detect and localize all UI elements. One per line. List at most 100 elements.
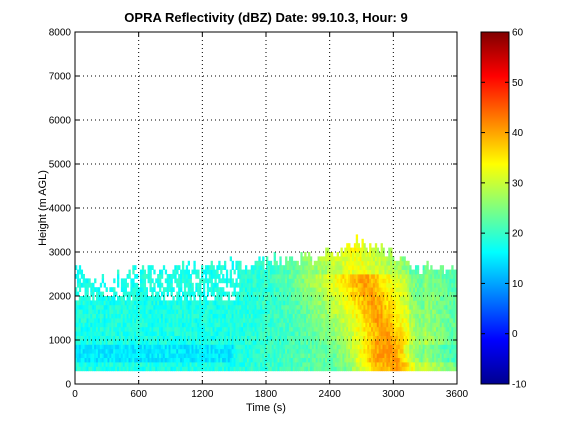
heatmap-cell-1477: [210, 269, 213, 275]
heatmap-cell-1329: [199, 362, 202, 367]
heatmap-cell-417: [115, 322, 118, 328]
heatmap-cell-732: [143, 291, 147, 297]
heatmap-cell-39: [76, 274, 80, 279]
heatmap-cell-1200: [185, 265, 189, 270]
heatmap-cell-1132: [180, 269, 183, 275]
heatmap-cell-4597: [447, 296, 450, 301]
heatmap-cell-3649: [374, 309, 378, 314]
heatmap-cell-2129: [266, 322, 269, 328]
heatmap-cell-691: [141, 366, 145, 372]
heatmap-cell-1152: [181, 269, 185, 275]
heatmap-cell-912: [160, 335, 164, 341]
heatmap-cell-3493: [363, 252, 366, 257]
heatmap-cell-3320: [353, 366, 357, 372]
heatmap-cell-3242: [348, 335, 351, 341]
heatmap-cell-4156: [411, 287, 414, 292]
heatmap-cell-1825: [241, 278, 244, 284]
heatmap-cell-378: [111, 326, 114, 332]
heatmap-cell-4215: [416, 335, 420, 341]
heatmap-cell-664: [138, 300, 141, 306]
heatmap-cell-4128: [409, 304, 412, 310]
heatmap-cell-4187: [414, 353, 418, 358]
heatmap-cell-898: [159, 300, 162, 306]
heatmap-cell-2965: [329, 362, 332, 367]
heatmap-cell-4076: [405, 313, 408, 319]
heatmap-cell-4194: [414, 322, 418, 328]
heatmap-cell-1178: [185, 366, 189, 372]
heatmap-cell-3043: [332, 256, 336, 262]
heatmap-cell-727: [143, 313, 147, 319]
heatmap-cell-2036: [258, 291, 261, 297]
heatmap-cell-3869: [390, 313, 393, 319]
heatmap-cell-1898: [248, 366, 252, 372]
heatmap-cell-4383: [430, 318, 433, 323]
heatmap-cell-798: [149, 278, 152, 284]
heatmap-cell-2702: [308, 256, 311, 262]
heatmap-cell-857: [155, 304, 158, 310]
heatmap-cell-1308: [197, 362, 200, 367]
heatmap-cell-3241: [348, 340, 351, 345]
heatmap-cell-2588: [300, 291, 303, 297]
heatmap-cell-2694: [308, 291, 311, 297]
heatmap-cell-2225: [273, 340, 276, 345]
heatmap-cell-2828: [317, 260, 320, 266]
heatmap-cell-4043: [403, 344, 406, 350]
heatmap-cell-240: [97, 366, 101, 372]
heatmap-cell-4539: [443, 353, 446, 358]
heatmap-cell-3452: [361, 300, 364, 306]
heatmap-cell-3568: [369, 291, 372, 297]
heatmap-cell-3500: [365, 348, 368, 354]
heatmap-cell-3924: [393, 309, 397, 314]
heatmap-cell-974: [166, 322, 169, 328]
heatmap-cell-975: [166, 318, 169, 323]
heatmap-cell-2191: [269, 274, 273, 279]
heatmap-cell-4400: [432, 348, 435, 354]
heatmap-cell-3137: [340, 304, 343, 310]
heatmap-cell-4566: [445, 331, 448, 336]
heatmap-cell-3972: [397, 318, 401, 323]
heatmap-cell-4115: [409, 362, 412, 367]
heatmap-cell-2112: [264, 296, 267, 301]
heatmap-cell-138: [86, 304, 89, 310]
heatmap-cell-3336: [353, 296, 357, 301]
heatmap-cell-525: [126, 357, 129, 363]
heatmap-cell-1145: [181, 313, 185, 319]
heatmap-cell-1907: [248, 326, 252, 332]
heatmap-cell-1773: [237, 296, 240, 301]
heatmap-cell-127: [86, 353, 89, 358]
heatmap-cell-705: [141, 304, 145, 310]
heatmap-cell-1919: [248, 274, 252, 279]
heatmap-cell-3708: [378, 300, 381, 306]
heatmap-cell-3722: [380, 357, 383, 363]
heatmap-cell-3391: [357, 318, 360, 323]
heatmap-cell-272: [99, 309, 103, 314]
heatmap-cell-831: [153, 331, 156, 336]
heatmap-cell-1670: [227, 296, 231, 301]
heatmap-cell-1703: [231, 326, 234, 332]
heatmap-cell-400: [113, 309, 116, 314]
heatmap-cell-1685: [229, 313, 233, 319]
heatmap-cell-4134: [409, 278, 412, 284]
heatmap-cell-4351: [428, 357, 431, 363]
heatmap-cell-2266: [275, 278, 278, 284]
heatmap-cell-147: [88, 357, 91, 363]
heatmap-cell-2276: [277, 344, 280, 350]
heatmap-cell-3331: [353, 318, 357, 323]
heatmap-cell-143: [86, 282, 89, 288]
heatmap-cell-526: [126, 353, 129, 358]
heatmap-cell-1550: [218, 353, 221, 358]
heatmap-cell-4097: [407, 331, 410, 336]
heatmap-cell-2514: [294, 291, 297, 297]
heatmap-cell-1993: [254, 260, 257, 266]
heatmap-cell-3413: [359, 348, 362, 354]
heatmap-cell-2470: [290, 260, 294, 266]
heatmap-cell-1983: [254, 304, 257, 310]
heatmap-cell-1632: [223, 260, 227, 266]
heatmap-cell-3704: [378, 318, 381, 323]
heatmap-cell-1432: [206, 278, 210, 284]
heatmap-cell-2287: [277, 296, 280, 301]
heatmap-cell-3342: [353, 269, 357, 275]
heatmap-cell-1647: [225, 304, 229, 310]
heatmap-cell-4629: [451, 357, 454, 363]
heatmap-cell-2574: [300, 353, 303, 358]
